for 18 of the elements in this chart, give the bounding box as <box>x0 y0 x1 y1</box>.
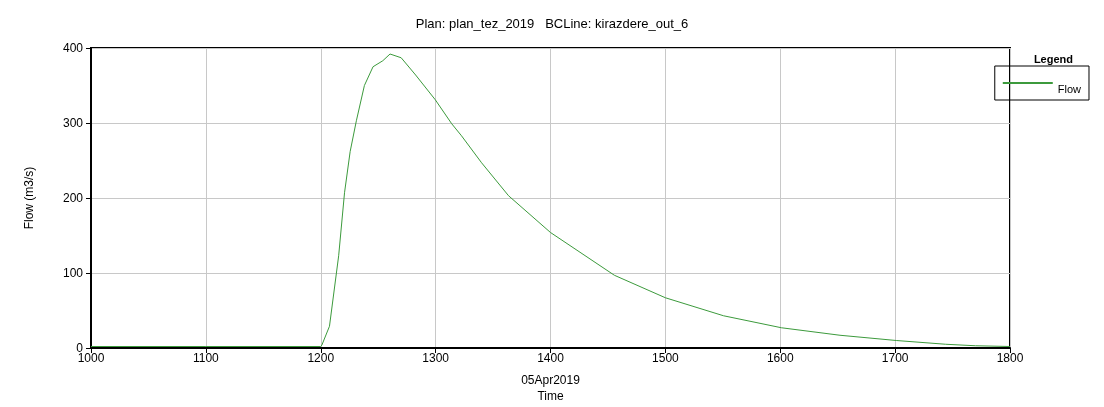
y-tick-label: 100 <box>62 266 84 280</box>
x-tick-label: 1400 <box>537 351 565 365</box>
x-tick-label: 1100 <box>192 351 220 365</box>
legend-title: Legend <box>1033 52 1074 65</box>
x-tick-label: 1700 <box>881 351 909 365</box>
chart-title: Plan: plan_tez_2019 BCLine: kirazdere_out_6 <box>415 16 689 31</box>
x-tick-label: 1800 <box>996 351 1024 365</box>
text: 05Apr2019 <box>521 373 581 387</box>
y-tick-label: 400 <box>62 41 84 55</box>
y-axis-title: Flow (m3/s) <box>22 166 36 230</box>
y-tick-label: 300 <box>62 116 84 130</box>
x-tick-label: 1300 <box>422 351 450 365</box>
y-tick-label: 200 <box>62 191 84 205</box>
legend-label: Flow <box>1057 82 1082 95</box>
x-axis-title: Time <box>537 389 564 403</box>
x-tick-label: 1500 <box>652 351 680 365</box>
x-tick-label: 1200 <box>307 351 335 365</box>
x-tick-label: 1600 <box>766 351 794 365</box>
